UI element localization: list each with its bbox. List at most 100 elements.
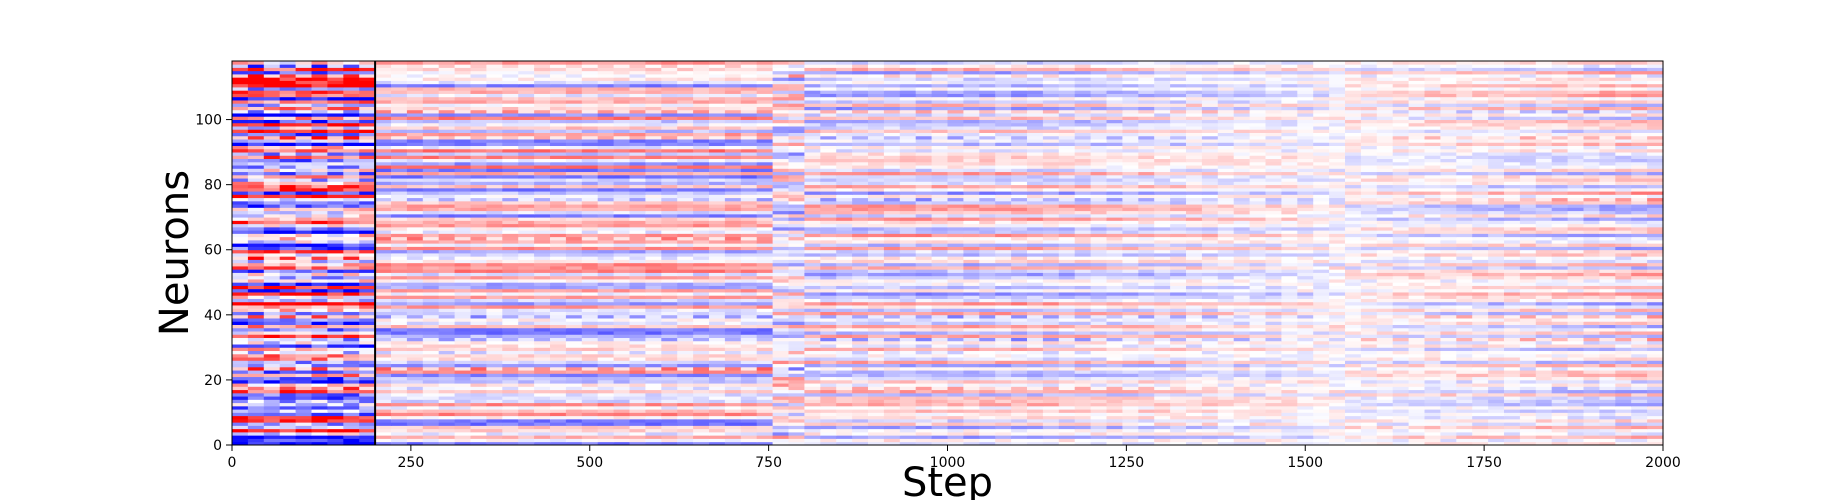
heatmap-cell [375,337,392,342]
heatmap-cell [1154,298,1171,303]
heatmap-cell [263,288,281,293]
heatmap-cell [1265,275,1282,280]
heatmap-cell [247,301,265,306]
heatmap-cell [947,347,964,352]
heatmap-cell [645,292,662,296]
heatmap-cell [724,308,742,312]
heatmap-cell [359,350,376,355]
heatmap-cell [1567,353,1585,358]
heatmap-cell [1042,301,1060,306]
heatmap-cell [295,321,313,325]
heatmap-cell [1074,298,1092,303]
heatmap-cell [1392,441,1410,446]
heatmap-cell [1042,288,1060,293]
heatmap-cell [1090,425,1108,430]
heatmap-cell [1281,344,1298,348]
heatmap-cell [1535,308,1553,312]
heatmap-cell [391,298,408,303]
heatmap-cell [629,366,646,371]
heatmap-cell [1011,318,1028,322]
heatmap-cell [454,370,472,374]
heatmap-cell [1313,392,1330,397]
heatmap-cell [1265,318,1282,322]
heatmap-cell [359,340,376,345]
heatmap-cell [1519,376,1537,381]
heatmap-cell [1281,272,1298,277]
heatmap-cell [1058,370,1076,374]
heatmap-cell [772,298,790,303]
heatmap-cell [1138,409,1155,413]
heatmap-cell [836,262,853,267]
heatmap-cell [247,331,265,335]
heatmap-cell [1138,441,1155,446]
heatmap-cell [1233,331,1251,335]
heatmap-cell [1329,318,1346,322]
heatmap-cell [565,340,583,345]
heatmap-cell [899,422,917,426]
heatmap-cell [1599,405,1616,410]
heatmap-cell [1519,337,1537,342]
heatmap-cell [868,418,885,423]
heatmap-cell [327,314,344,319]
heatmap-cell [343,431,360,436]
heatmap-cell [645,285,662,290]
heatmap-cell [1345,428,1362,433]
heatmap-cell [1360,353,1378,358]
heatmap-cell [1631,379,1648,384]
heatmap-cell [1424,314,1441,319]
heatmap-cell [1074,292,1092,296]
heatmap-cell [1456,431,1473,436]
heatmap-cell [327,340,344,345]
heatmap-cell [995,318,1012,322]
heatmap-cell [724,409,742,413]
heatmap-cell [995,396,1012,400]
heatmap-cell [454,412,472,417]
heatmap-cell [1424,350,1441,355]
heatmap-cell [247,318,265,322]
heatmap-cell [1504,305,1521,309]
heatmap-cell [1138,435,1155,439]
heatmap-cell [406,314,424,319]
heatmap-cell [1615,438,1632,443]
heatmap-cell [613,324,631,329]
heatmap-cell [1647,428,1664,433]
heatmap-cell [820,279,837,283]
heatmap-cell [883,288,901,293]
heatmap-cell [1345,275,1362,280]
heatmap-cell [1249,370,1267,374]
heatmap-cell [343,422,360,426]
heatmap-cell [1345,266,1362,270]
heatmap-cell [1265,301,1282,306]
heatmap-cell [232,428,249,433]
heatmap-cell [311,376,328,381]
heatmap-cell [1233,340,1251,345]
heatmap-cell [1472,327,1489,332]
heatmap-cell [772,269,790,273]
heatmap-cell [1488,340,1505,345]
heatmap-cell [263,392,281,397]
heatmap-cell [1217,340,1235,345]
heatmap-cell [915,402,933,407]
heatmap-cell [550,386,567,391]
heatmap-cell [1392,275,1410,280]
heatmap-cell [613,292,631,296]
heatmap-cell [677,295,694,299]
heatmap-cell [247,418,265,423]
heatmap-cell [693,318,710,322]
heatmap-cell [1329,357,1346,361]
heatmap-cell [915,266,933,270]
heatmap-cell [263,340,281,345]
heatmap-cell [1122,415,1139,420]
heatmap-cell [1122,389,1139,394]
heatmap-cell [820,360,837,365]
heatmap-cell [947,422,964,426]
heatmap-cell [438,340,456,345]
heatmap-cell [756,379,774,384]
heatmap-cell [359,392,376,397]
heatmap-cell [1583,272,1600,277]
heatmap-cell [740,357,758,361]
heatmap-cell [693,435,710,439]
heatmap-cell [279,334,297,339]
heatmap-cell [295,415,313,420]
heatmap-cell [502,392,519,397]
